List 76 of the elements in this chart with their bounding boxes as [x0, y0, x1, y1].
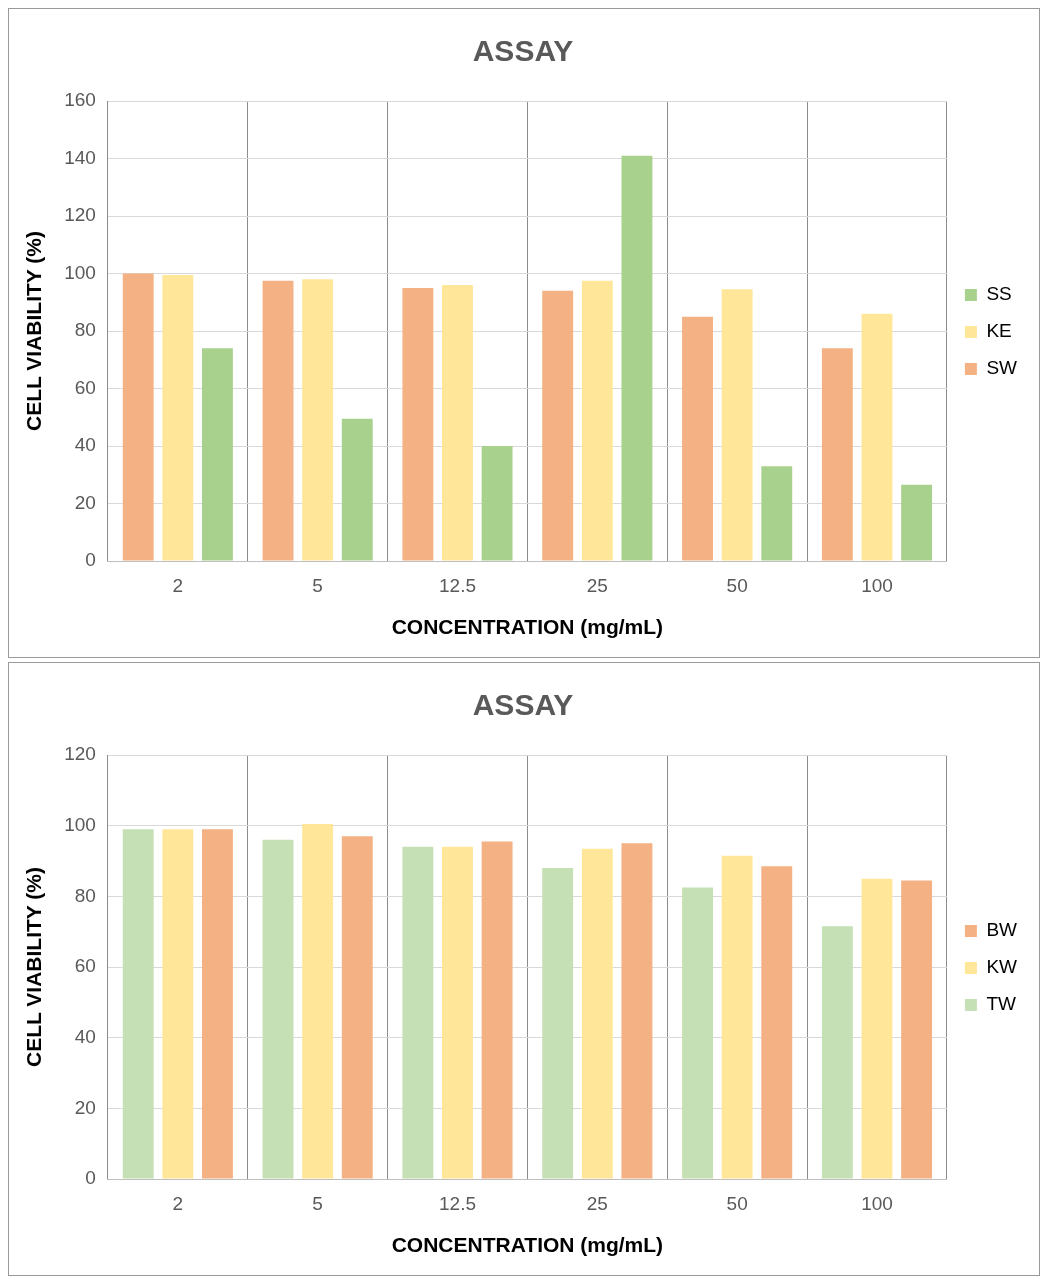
- y-tick-label: 120: [64, 204, 96, 226]
- bar: [621, 843, 653, 1179]
- x-axis-title: CONCENTRATION (mg/mL): [391, 1233, 664, 1257]
- legend-label: KW: [986, 956, 1018, 978]
- y-axis-title: CELL VIABILITY (%): [22, 867, 46, 1067]
- legend-label: KE: [986, 320, 1012, 342]
- y-tick-label: 80: [74, 319, 96, 341]
- bar: [901, 484, 933, 561]
- bar: [402, 846, 434, 1179]
- y-tick-label: 60: [74, 955, 96, 977]
- chart-title: ASSAY: [472, 688, 574, 722]
- bar: [302, 279, 334, 561]
- bar: [201, 829, 233, 1179]
- y-tick-label: 160: [64, 89, 96, 111]
- y-tick-label: 120: [64, 743, 96, 765]
- bar: [302, 823, 334, 1179]
- bar: [721, 855, 753, 1179]
- x-tick-label: 50: [726, 574, 748, 596]
- bar: [481, 446, 513, 561]
- x-tick-label: 12.5: [438, 574, 476, 596]
- bar: [442, 846, 473, 1179]
- y-tick-label: 100: [64, 261, 96, 283]
- bar: [542, 868, 574, 1179]
- x-tick-label: 50: [726, 1192, 748, 1214]
- bar: [682, 316, 713, 561]
- x-axis-title: CONCENTRATION (mg/mL): [391, 615, 664, 639]
- y-tick-label: 40: [74, 434, 96, 456]
- chart-title: ASSAY: [472, 34, 574, 68]
- x-tick-label: 5: [312, 1192, 323, 1214]
- bar: [682, 887, 713, 1179]
- bar: [761, 466, 793, 561]
- legend-label: SW: [986, 357, 1018, 379]
- x-tick-label: 2: [172, 574, 184, 596]
- bar: [262, 280, 294, 561]
- y-tick-label: 60: [74, 376, 96, 398]
- bar: [581, 848, 613, 1179]
- y-tick-label: 20: [74, 491, 96, 513]
- x-tick-label: 5: [312, 574, 323, 596]
- bar: [162, 274, 194, 561]
- y-tick-label: 0: [85, 1167, 96, 1189]
- y-tick-label: 140: [64, 146, 96, 168]
- bar: [901, 880, 933, 1179]
- x-tick-label: 12.5: [438, 1192, 476, 1214]
- bar: [341, 836, 373, 1179]
- bar: [481, 841, 513, 1179]
- x-tick-label: 100: [861, 1192, 893, 1214]
- x-tick-label: 25: [586, 574, 608, 596]
- x-tick-label: 25: [586, 1192, 608, 1214]
- bar: [821, 348, 853, 561]
- y-tick-label: 80: [74, 884, 96, 906]
- bar: [341, 418, 373, 561]
- x-tick-label: 100: [861, 574, 893, 596]
- bar: [122, 273, 154, 561]
- legend-label: SS: [986, 283, 1012, 305]
- y-tick-label: 0: [85, 549, 96, 571]
- legend-label: TW: [986, 993, 1016, 1015]
- y-axis-title: CELL VIABILITY (%): [22, 231, 46, 431]
- bar: [442, 285, 473, 561]
- bar: [761, 866, 793, 1179]
- bar: [402, 287, 434, 561]
- bar: [581, 280, 613, 561]
- bar: [861, 878, 893, 1179]
- bar: [861, 313, 893, 561]
- bar: [621, 155, 653, 561]
- bar: [162, 829, 194, 1179]
- legend-label: BW: [986, 919, 1018, 941]
- bar: [262, 839, 294, 1179]
- bar: [721, 289, 753, 561]
- bar: [821, 926, 853, 1179]
- bar: [201, 348, 233, 561]
- y-tick-label: 20: [74, 1096, 96, 1118]
- bar: [122, 829, 154, 1179]
- y-tick-label: 40: [74, 1025, 96, 1047]
- x-tick-label: 2: [172, 1192, 184, 1214]
- y-tick-label: 100: [64, 813, 96, 835]
- bar: [542, 290, 574, 561]
